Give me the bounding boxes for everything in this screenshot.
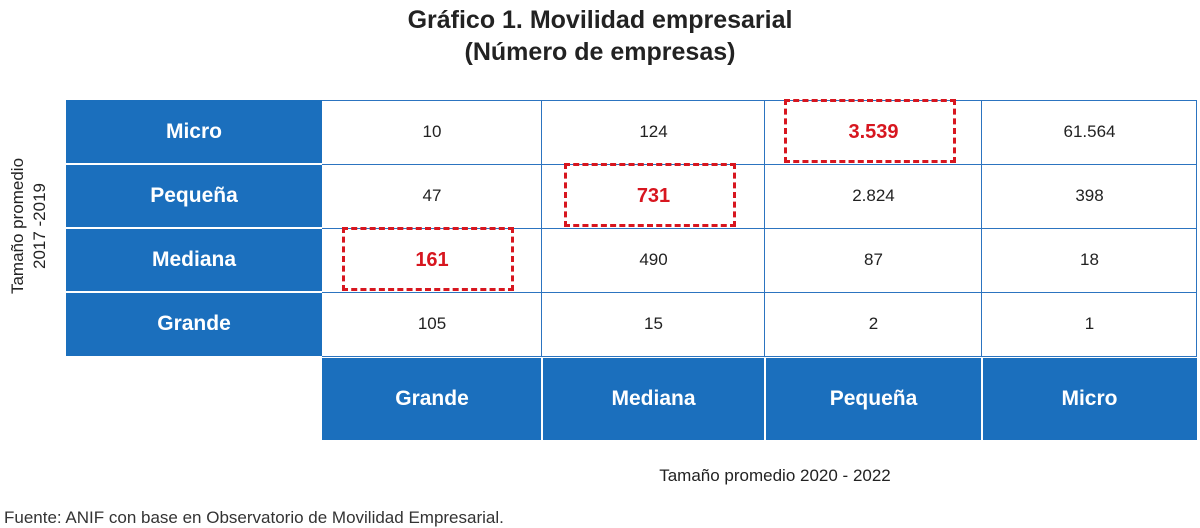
value-cell-r0-c1: 124	[639, 122, 668, 141]
value-cell-r3-c3: 1	[1084, 314, 1095, 333]
grid-line-vertical	[541, 100, 542, 356]
y-axis-label-line1: Tamaño promedio	[8, 157, 27, 295]
value-cell-r2-c2: 87	[864, 250, 883, 269]
row-header-2: Mediana	[66, 228, 322, 292]
row-header-separator	[66, 227, 322, 229]
row-header-0: Micro	[66, 100, 322, 164]
value-cell-r1-c2: 2.824	[852, 186, 895, 205]
source-note: Fuente: ANIF con base en Observatorio de…	[4, 508, 504, 528]
value-cell-r1-c0: 47	[422, 186, 442, 205]
grid-line-horizontal	[322, 164, 1197, 165]
column-header-1: Mediana	[542, 358, 765, 440]
grid-line-vertical	[1196, 100, 1197, 356]
highlight-box	[342, 227, 514, 291]
grid-line-horizontal	[322, 228, 1197, 229]
column-header-separator	[981, 358, 983, 440]
value-cell-r0-c2: 3.539	[848, 120, 899, 143]
value-cell-r2-c3: 18	[1080, 250, 1099, 269]
value-cell-r3-c1: 15	[644, 314, 663, 333]
value-cell-r0-c0: 10	[422, 122, 442, 141]
source-text: Fuente: ANIF con base en Observatorio de…	[4, 508, 504, 527]
grid-line-vertical	[981, 100, 982, 356]
column-header-separator	[764, 358, 766, 440]
chart-title: Gráfico 1. Movilidad empresarial	[407, 6, 793, 34]
value-cell-r1-c1: 731	[636, 184, 671, 207]
value-cell-r3-c0: 105	[417, 314, 447, 333]
y-axis-label: Tamaño promedio 2017 -2019	[7, 106, 57, 346]
chart-subtitle: (Número de empresas)	[464, 38, 736, 66]
y-axis-label-line2: 2017 -2019	[30, 182, 49, 270]
value-cell-r2-c1: 490	[639, 250, 668, 269]
grid-line-horizontal	[322, 100, 1197, 101]
value-cell-r0-c3: 61.564	[1063, 122, 1116, 141]
highlight-box	[563, 163, 736, 227]
value-cell-r1-c3: 398	[1075, 186, 1104, 205]
grid-line-horizontal	[322, 356, 1197, 357]
row-header-3: Grande	[66, 292, 322, 356]
row-header-1: Pequeña	[66, 164, 322, 228]
column-header-3: Micro	[982, 358, 1197, 440]
column-header-0: Grande	[322, 358, 542, 440]
row-header-separator	[66, 291, 322, 293]
value-cell-r2-c0: 161	[415, 248, 449, 271]
column-header-2: Pequeña	[765, 358, 982, 440]
grid-line-vertical	[764, 100, 765, 356]
column-header-separator	[541, 358, 543, 440]
row-header-separator	[66, 163, 322, 165]
grid-line-horizontal	[322, 292, 1197, 293]
x-axis-label: Tamaño promedio 2020 - 2022	[659, 466, 891, 485]
value-cell-r3-c2: 2	[868, 314, 879, 333]
highlight-box	[783, 99, 956, 163]
